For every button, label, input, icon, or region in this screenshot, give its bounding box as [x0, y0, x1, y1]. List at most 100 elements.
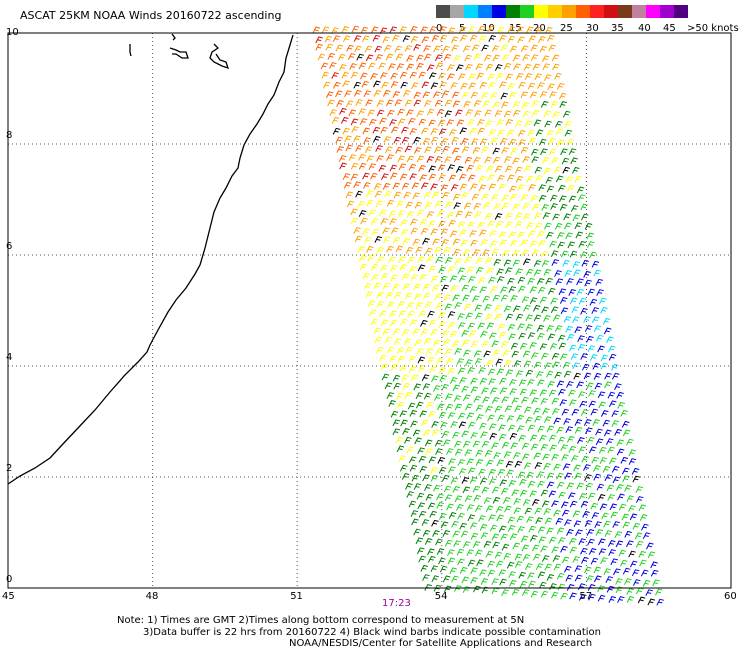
wind-barb — [461, 477, 470, 484]
wind-barb — [508, 480, 517, 487]
wind-barb — [543, 416, 552, 424]
wind-barb — [389, 119, 397, 126]
wind-barb — [535, 129, 544, 137]
wind-barb — [518, 379, 527, 387]
wind-barb — [478, 184, 487, 192]
colorbar-swatch — [436, 5, 450, 18]
wind-barb — [350, 217, 359, 225]
wind-barb — [500, 286, 508, 294]
wind-barb — [494, 165, 503, 173]
wind-barb — [565, 574, 573, 582]
wind-barb — [430, 228, 439, 236]
wind-barb — [497, 468, 506, 476]
wind-barb — [642, 532, 651, 540]
wind-barb — [543, 508, 552, 515]
wind-barb — [445, 357, 454, 365]
wind-barb — [332, 127, 341, 135]
wind-barb — [487, 220, 495, 228]
wind-barb — [491, 533, 500, 541]
wind-barb — [389, 265, 398, 272]
wind-barb — [416, 209, 425, 217]
wind-barb — [353, 227, 361, 234]
wind-barb — [385, 53, 394, 61]
wind-barb — [553, 166, 562, 174]
wind-barb — [454, 448, 463, 456]
wind-barb — [593, 372, 602, 380]
wind-barb — [561, 408, 570, 416]
wind-barb — [615, 540, 624, 548]
wind-barb — [350, 208, 358, 216]
wind-barb — [489, 524, 498, 532]
wind-barb — [563, 565, 572, 573]
wind-barb — [430, 128, 439, 135]
wind-barb — [459, 183, 468, 191]
wind-barb — [424, 146, 432, 154]
wind-barb — [470, 340, 479, 348]
wind-barb — [599, 457, 608, 464]
wind-barb — [368, 209, 376, 217]
wind-barb — [494, 64, 503, 71]
wind-barb — [470, 386, 479, 394]
wind-barb — [362, 228, 370, 236]
wind-barb — [462, 394, 471, 402]
wind-barb — [497, 129, 505, 137]
wind-barb — [516, 515, 525, 523]
wind-barb — [333, 81, 341, 89]
wind-barb — [537, 571, 546, 579]
wind-barb — [603, 429, 612, 437]
wind-barb — [413, 483, 422, 490]
wind-barb — [521, 296, 530, 304]
wind-barb — [641, 523, 649, 531]
wind-barb — [578, 297, 587, 305]
wind-barb — [529, 297, 538, 305]
wind-barb — [490, 92, 498, 100]
wind-barb — [499, 377, 507, 385]
wind-barb — [494, 213, 503, 220]
wind-barb — [350, 162, 359, 170]
wind-barb — [345, 144, 353, 152]
wind-barb — [513, 63, 521, 71]
wind-barb — [409, 26, 418, 33]
wind-barb — [539, 296, 548, 304]
wind-barb — [438, 72, 446, 80]
wind-barb — [518, 571, 526, 579]
wind-barb — [607, 494, 615, 501]
wind-barb — [375, 346, 384, 354]
wind-barb — [583, 372, 592, 380]
wind-barb — [413, 383, 422, 391]
wind-barb — [452, 340, 460, 348]
colorbar-label: 45 — [663, 23, 676, 34]
wind-barb — [460, 82, 468, 90]
wind-barb — [512, 249, 521, 257]
wind-barb — [522, 203, 530, 210]
wind-barb — [561, 157, 570, 165]
wind-barb — [442, 439, 451, 447]
wind-barb — [548, 490, 557, 498]
wind-barb — [519, 489, 528, 497]
wind-barb — [454, 585, 462, 592]
wind-barb — [392, 236, 401, 244]
wind-barb — [370, 263, 379, 271]
wind-barb — [522, 350, 531, 358]
wind-barb — [457, 221, 466, 229]
wind-barb — [460, 239, 469, 247]
wind-barb — [443, 485, 452, 493]
wind-barb — [372, 34, 381, 42]
wind-barb — [517, 36, 525, 44]
colorbar-label: 30 — [586, 23, 599, 34]
wind-barb — [551, 546, 559, 554]
wind-barb — [412, 192, 421, 200]
wind-barb — [455, 109, 463, 117]
wind-barb — [418, 164, 426, 172]
wind-barb — [647, 598, 656, 606]
wind-barb — [491, 442, 499, 450]
wind-barb — [574, 175, 583, 183]
wind-barb — [453, 540, 461, 548]
wind-barb — [368, 163, 377, 171]
wind-barb — [400, 419, 408, 427]
wind-barb — [581, 363, 590, 371]
wind-barb — [456, 548, 465, 556]
wind-barb — [370, 318, 379, 326]
wind-barb — [532, 63, 541, 71]
wind-barb — [578, 593, 587, 601]
